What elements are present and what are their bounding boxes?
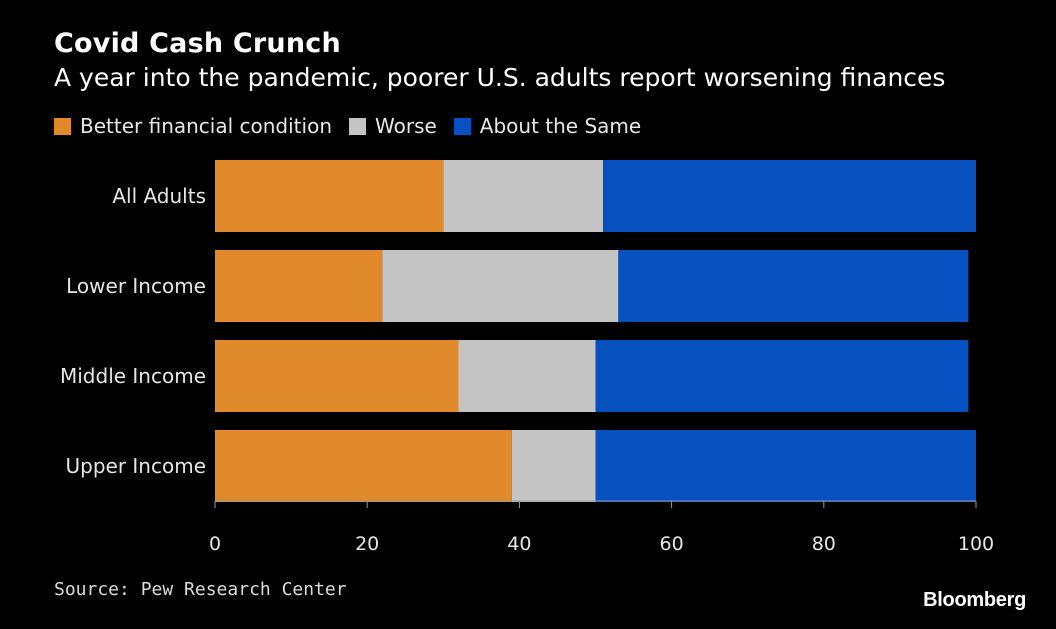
category-label-all-adults: All Adults (112, 184, 206, 208)
bars-group (215, 160, 976, 502)
bar-segment-all-adults-better-financial-condition (215, 160, 444, 232)
chart-title: Covid Cash Crunch (54, 28, 341, 59)
x-tick-label-100: 100 (958, 533, 994, 555)
bar-segment-upper-income-about-the-same (595, 430, 976, 502)
legend-label-worse: Worse (375, 114, 437, 138)
bar-segment-middle-income-worse (458, 340, 596, 412)
x-axis: 0 20 40 60 80 100 (209, 500, 994, 555)
legend-swatch-worse (349, 117, 366, 135)
category-label-lower-income: Lower Income (66, 274, 206, 298)
legend-item-worse: Worse (349, 114, 437, 138)
bar-segment-lower-income-better-financial-condition (215, 250, 383, 322)
bar-segment-upper-income-better-financial-condition (215, 430, 512, 502)
category-label-middle-income: Middle Income (60, 364, 206, 388)
bar-segment-lower-income-about-the-same (618, 250, 969, 322)
bar-segment-lower-income-worse (382, 250, 619, 322)
x-tick-label-20: 20 (355, 533, 379, 555)
legend-swatch-same (453, 117, 471, 135)
bar-segment-upper-income-worse (511, 430, 596, 502)
bar-segment-middle-income-about-the-same (595, 340, 969, 412)
y-axis-labels: All Adults Lower Income Middle Income Upper… (60, 184, 206, 478)
legend-item-better: Better financial condition (54, 114, 332, 138)
legend-label-better: Better financial condition (80, 114, 332, 138)
x-tick-label-60: 60 (660, 533, 684, 555)
chart-legend: Better financial condition Worse About t… (54, 114, 658, 138)
bloomberg-logo: Bloomberg (923, 589, 1026, 611)
source-note: Source: Pew Research Center (54, 579, 347, 600)
bar-segment-all-adults-worse (443, 160, 604, 232)
bar-segment-middle-income-better-financial-condition (215, 340, 459, 412)
chart-subtitle: A year into the pandemic, poorer U.S. ad… (54, 63, 946, 92)
x-tick-label-40: 40 (507, 533, 531, 555)
legend-swatch-better (54, 117, 71, 135)
x-tick-label-80: 80 (812, 533, 836, 555)
x-tick-label-0: 0 (209, 533, 221, 555)
legend-label-same: About the Same (479, 114, 642, 138)
category-label-upper-income: Upper Income (65, 454, 206, 478)
bar-segment-all-adults-about-the-same (603, 160, 976, 232)
legend-item-same: About the Same (453, 114, 642, 138)
